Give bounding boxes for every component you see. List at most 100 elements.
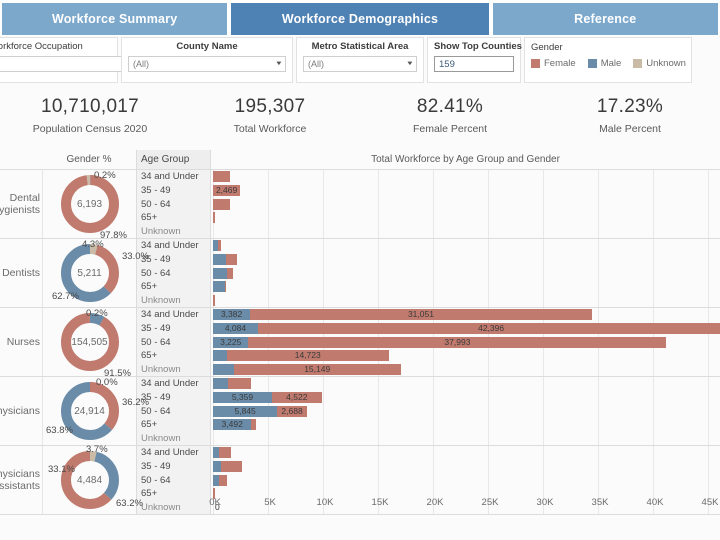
bar-row[interactable]: [211, 446, 720, 460]
bar-row[interactable]: 5,359 4,522: [211, 391, 720, 405]
bar-segment[interactable]: [213, 378, 228, 389]
bar-segment[interactable]: [218, 240, 222, 251]
bar-row[interactable]: 4,084 42,396: [211, 322, 720, 336]
bar-segment[interactable]: [213, 184, 241, 196]
bar-row[interactable]: 14,723: [211, 349, 720, 363]
bar-segment[interactable]: [225, 253, 238, 265]
bar-segment[interactable]: [213, 405, 278, 417]
occupation-row: Physicians 24,914 0.0% 36.2% 63.8% 34 and Und…: [0, 377, 720, 446]
bar-segment[interactable]: [213, 309, 251, 320]
bar-row[interactable]: 3,492: [211, 418, 720, 432]
bar-segment[interactable]: [251, 419, 257, 431]
bar-row[interactable]: [211, 170, 720, 184]
bar-segment[interactable]: [213, 253, 226, 265]
age-group-column: 34 and Under 35 - 49 50 - 64 65+ Unknown: [136, 308, 211, 376]
bar-row[interactable]: 5,845 2,688: [211, 405, 720, 419]
age-group-column: 34 and Under 35 - 49 50 - 64 65+ Unknown: [136, 377, 211, 445]
tab-reference[interactable]: Reference: [492, 3, 718, 35]
bar-segment[interactable]: [213, 267, 227, 279]
bar-row[interactable]: 2,469: [211, 184, 720, 198]
bar-row[interactable]: [211, 377, 720, 391]
bar-row[interactable]: [211, 211, 720, 225]
gender-donut-chart[interactable]: 24,914 0.0% 36.2% 63.8%: [42, 377, 149, 445]
bar-row[interactable]: [211, 198, 720, 212]
kpi-total-workforce: 195,307 Total Workforce: [180, 88, 360, 146]
filter-workforce-occupation[interactable]: Workforce Occupation ▼: [0, 37, 139, 83]
bar-segment[interactable]: [277, 405, 307, 417]
bar-row[interactable]: [211, 432, 720, 446]
bar-row[interactable]: 0: [211, 501, 720, 515]
gender-donut-chart[interactable]: 5,211 4.3% 33.0% 62.7%: [42, 239, 149, 307]
age-group-label: 34 and Under: [141, 240, 199, 251]
bar-row[interactable]: [211, 460, 720, 474]
gender-donut-chart[interactable]: 6,193 0.2% 97.8%: [42, 170, 136, 241]
bar-segment[interactable]: [213, 488, 215, 500]
bar-segment[interactable]: [224, 281, 227, 293]
bar-segment[interactable]: [257, 322, 720, 334]
kpi-value: 82.41%: [416, 96, 484, 117]
bar-segment[interactable]: [213, 295, 215, 307]
viz-header: Gender % Age Group Total Workforce by Ag…: [0, 150, 720, 170]
bar-segment[interactable]: [227, 378, 251, 389]
bar-segment[interactable]: [213, 171, 230, 182]
bar-segment[interactable]: [271, 391, 322, 403]
gender-donut-chart[interactable]: 154,505 0.2% 91.5%: [42, 308, 136, 379]
bar-segment[interactable]: [213, 281, 225, 293]
bar-segment[interactable]: [213, 474, 219, 486]
x-axis-tick-label: 45K: [701, 497, 719, 508]
bar-row[interactable]: [211, 253, 720, 267]
bar-row[interactable]: 3,225 37,993: [211, 336, 720, 350]
bar-segment[interactable]: [213, 391, 272, 403]
age-group-column: 34 and Under 35 - 49 50 - 64 65+ Unknown: [136, 239, 211, 307]
bar-segment[interactable]: [218, 474, 228, 486]
bar-segment[interactable]: [213, 419, 252, 431]
filter-occupation-dropdown[interactable]: ▼: [0, 56, 139, 72]
top-counties-input[interactable]: 159: [434, 56, 514, 72]
legend-item-unknown[interactable]: Unknown: [633, 58, 686, 69]
bar-row[interactable]: [211, 239, 720, 253]
bar-segment[interactable]: [218, 447, 232, 458]
bar-segment[interactable]: [213, 212, 215, 224]
bar-segment[interactable]: [233, 364, 401, 376]
age-group-label: 34 and Under: [141, 309, 199, 320]
age-group-label: 50 - 64: [141, 336, 171, 348]
filter-county-dropdown[interactable]: (All) ▼: [128, 56, 286, 72]
tab-workforce-summary[interactable]: Workforce Summary: [2, 3, 228, 35]
bar-row[interactable]: [211, 267, 720, 281]
bar-segment[interactable]: [213, 198, 231, 210]
bar-segment[interactable]: [213, 240, 219, 251]
bar-row[interactable]: [211, 487, 720, 501]
bar-segment[interactable]: [226, 350, 389, 362]
bar-segment[interactable]: [213, 336, 249, 348]
age-group-label: 50 - 64: [141, 267, 171, 279]
donut-percent-label: 3.7%: [86, 444, 108, 455]
bar-row[interactable]: [211, 294, 720, 308]
bar-segment[interactable]: [248, 336, 667, 348]
bar-segment[interactable]: [213, 460, 222, 472]
filter-msa-dropdown[interactable]: (All) ▼: [303, 56, 417, 72]
bar-row[interactable]: [211, 474, 720, 488]
bar-row[interactable]: 15,149: [211, 363, 720, 377]
donut-center-total: 154,505: [71, 336, 108, 348]
gender-donut-chart[interactable]: 4,484 3.7% 33.1% 63.2%: [42, 444, 143, 514]
bar-segment[interactable]: [250, 309, 592, 320]
bar-segment[interactable]: [226, 267, 233, 279]
bar-segment[interactable]: [213, 447, 219, 458]
age-group-label: 65+: [141, 350, 158, 362]
bar-segment[interactable]: [213, 322, 258, 334]
bar-segment[interactable]: [213, 364, 234, 376]
filter-show-top-counties[interactable]: Show Top Counties 159: [427, 37, 522, 83]
occupation-row: Physicians Assistants 4,484 3.7% 33.1% 63.2%…: [0, 444, 720, 515]
bar-segment[interactable]: [221, 460, 243, 472]
filter-county-name[interactable]: County Name (All) ▼: [121, 37, 293, 83]
legend-item-female[interactable]: Female: [531, 58, 576, 69]
bar-row[interactable]: 3,382 31,051: [211, 308, 720, 322]
age-group-label: 50 - 64: [141, 474, 171, 486]
bar-row[interactable]: [211, 280, 720, 294]
bar-segment[interactable]: [213, 350, 227, 362]
filter-metro-statistical-area[interactable]: Metro Statistical Area (All) ▼: [296, 37, 424, 83]
x-axis-tick-label: 25K: [481, 497, 499, 508]
legend-item-male[interactable]: Male: [587, 58, 621, 69]
tab-workforce-demographics[interactable]: Workforce Demographics: [231, 3, 489, 35]
bar-row[interactable]: [211, 225, 720, 239]
